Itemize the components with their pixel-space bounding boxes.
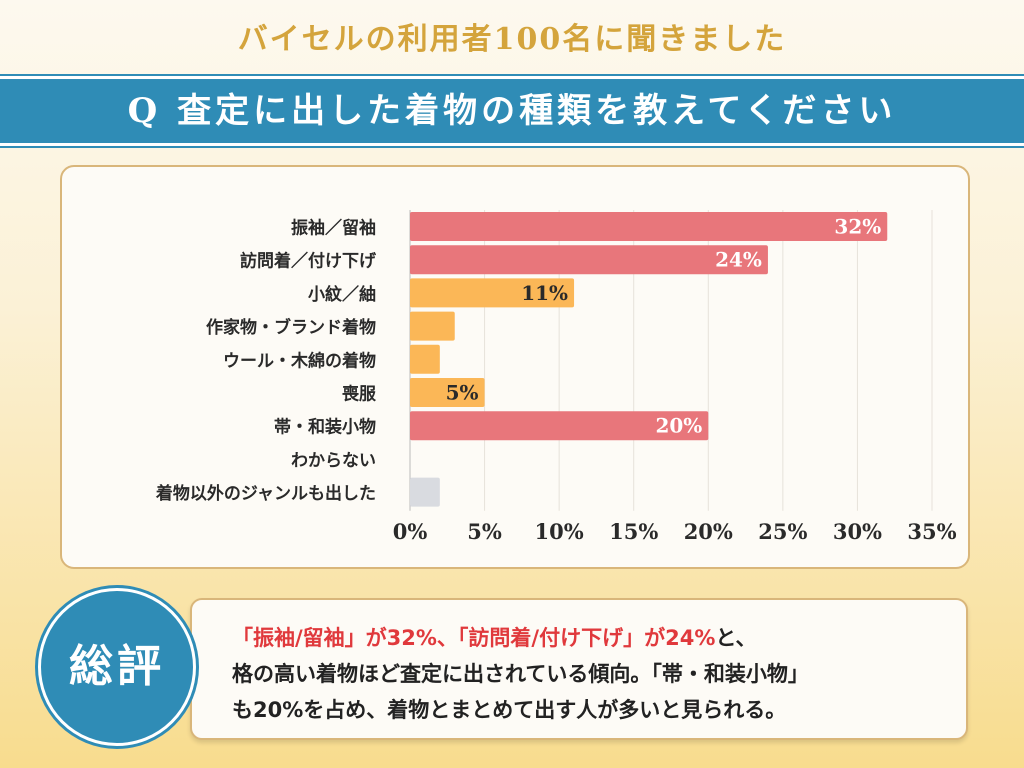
- bar: [410, 245, 768, 275]
- x-tick-label: 30%: [833, 519, 882, 544]
- question-title: Q 査定に出した着物の種類を教えてください: [127, 91, 897, 131]
- bar: [410, 378, 485, 407]
- category-label: 訪問着／付け下げ: [240, 251, 377, 272]
- bar-chart: 0% 5% 10% 15% 20% 25% 30% 35% 振袖／留袖 32% 訪問着／付け下げ 24…: [155, 210, 957, 544]
- survey-subtitle: バイセルの利用者100名に聞きました: [237, 22, 787, 57]
- x-tick-label: 15%: [609, 519, 658, 544]
- category-label: 振袖／留袖: [291, 218, 376, 239]
- bar: [410, 311, 455, 341]
- bar: [410, 411, 709, 441]
- question-banner: Q 査定に出した着物の種類を教えてください: [0, 76, 1024, 146]
- summary-highlight: 「振袖/留袖」が32%、「訪問着/付け下げ」が24%: [232, 626, 716, 650]
- x-tick-label: 10%: [535, 519, 584, 544]
- bar: [410, 212, 888, 241]
- bar: [410, 477, 440, 507]
- summary-box: 「振袖/留袖」が32%、「訪問着/付け下げ」が24%と、 格の高い着物ほど査定に…: [190, 598, 968, 740]
- bar: [410, 344, 440, 374]
- x-tick-label: 25%: [758, 519, 807, 544]
- category-label: わからない: [291, 451, 376, 471]
- chart-panel: 0% 5% 10% 15% 20% 25% 30% 35% 振袖／留袖 32% 訪問着／付け下げ 24…: [60, 165, 970, 569]
- category-label: 喪服: [342, 384, 377, 405]
- summary-line1-rest: と、: [715, 626, 757, 650]
- category-label: 帯・和装小物: [274, 417, 376, 438]
- data-label: 11%: [521, 281, 568, 305]
- x-tick-label: 35%: [907, 519, 956, 544]
- summary-badge: 総評: [38, 588, 196, 746]
- bar: [410, 278, 575, 308]
- category-label: ウール・木綿の着物: [223, 350, 376, 371]
- summary-badge-label: 総評: [69, 641, 165, 692]
- x-tick-label: 20%: [684, 519, 733, 544]
- x-tick-label: 5%: [467, 519, 502, 544]
- summary-line2: 格の高い着物ほど査定に出されている傾向。「帯・和装小物」: [232, 662, 809, 686]
- category-label: 小紋／紬: [308, 284, 376, 305]
- data-label: 20%: [655, 414, 702, 438]
- x-tick-label: 0%: [393, 519, 428, 544]
- summary-line3: も20%を占め、着物とまとめて出す人が多いと見られる。: [232, 698, 787, 722]
- category-label: 着物以外のジャンルも出した: [155, 483, 376, 504]
- category-label: 作家物・ブランド着物: [206, 317, 376, 338]
- data-label: 32%: [834, 215, 881, 239]
- data-label: 24%: [715, 248, 762, 272]
- data-label: 5%: [446, 381, 479, 405]
